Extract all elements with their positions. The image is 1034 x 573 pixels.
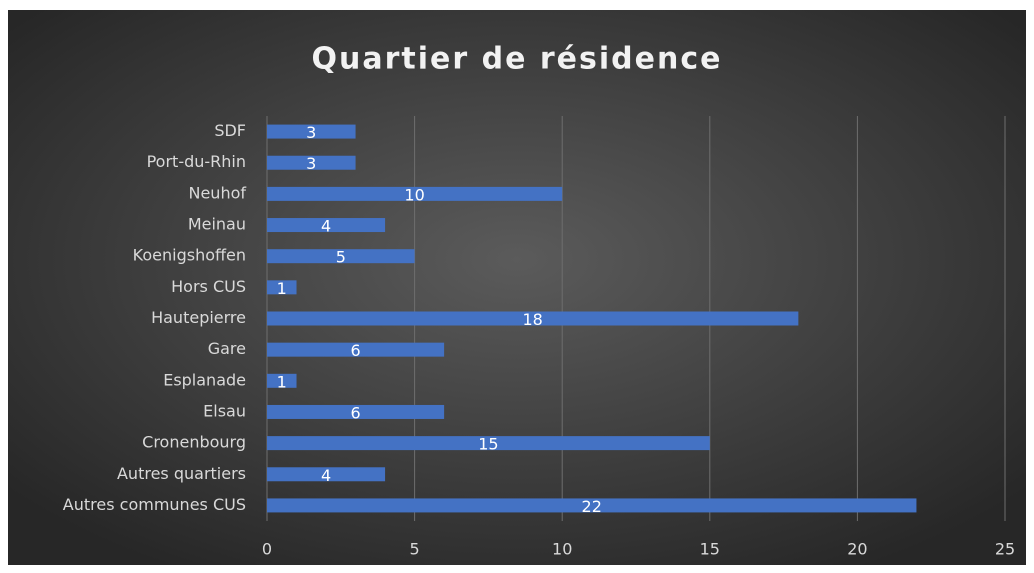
x-tick-label: 5 — [410, 540, 420, 559]
y-tick-label: Neuhof — [188, 183, 246, 202]
data-label: 10 — [404, 185, 424, 204]
data-label: 5 — [336, 248, 346, 267]
x-tick-label: 10 — [552, 540, 572, 559]
bar — [267, 280, 297, 295]
data-label: 15 — [478, 435, 498, 454]
y-tick-label: Cronenbourg — [142, 433, 246, 452]
y-tick-label: Port-du-Rhin — [147, 152, 246, 171]
data-label: 3 — [306, 123, 316, 142]
data-label: 18 — [523, 310, 543, 329]
y-tick-label: Meinau — [188, 215, 246, 234]
data-label: 6 — [350, 341, 360, 360]
chart-background — [8, 10, 1026, 565]
x-tick-label: 25 — [995, 540, 1015, 559]
x-tick-label: 0 — [262, 540, 272, 559]
data-label: 4 — [321, 466, 331, 485]
bar — [267, 436, 710, 451]
data-label: 4 — [321, 217, 331, 236]
x-tick-label: 20 — [847, 540, 867, 559]
x-tick-label: 15 — [700, 540, 720, 559]
bar — [267, 373, 297, 388]
y-tick-label: Gare — [208, 339, 246, 358]
bar — [267, 467, 386, 482]
bar — [267, 498, 917, 513]
y-tick-label: Autres communes CUS — [63, 495, 246, 514]
y-tick-label: Koenigshoffen — [133, 246, 246, 265]
bar — [267, 249, 415, 264]
y-tick-label: SDF — [214, 121, 246, 140]
data-label: 22 — [582, 497, 602, 516]
data-label: 3 — [306, 154, 316, 173]
bar — [267, 404, 445, 419]
y-tick-label: Esplanade — [163, 370, 246, 389]
data-label: 1 — [277, 279, 287, 298]
bar — [267, 124, 356, 139]
bar — [267, 311, 799, 326]
bar — [267, 155, 356, 170]
data-label: 6 — [350, 403, 360, 422]
chart-title: Quartier de résidence — [312, 42, 723, 77]
data-label: 1 — [277, 372, 287, 391]
y-tick-label: Elsau — [203, 401, 246, 420]
bar — [267, 342, 445, 357]
bar — [267, 186, 563, 201]
y-tick-label: Autres quartiers — [117, 464, 246, 483]
y-tick-label: Hors CUS — [171, 277, 246, 296]
y-tick-label: Hautepierre — [151, 308, 246, 327]
bar — [267, 218, 386, 233]
